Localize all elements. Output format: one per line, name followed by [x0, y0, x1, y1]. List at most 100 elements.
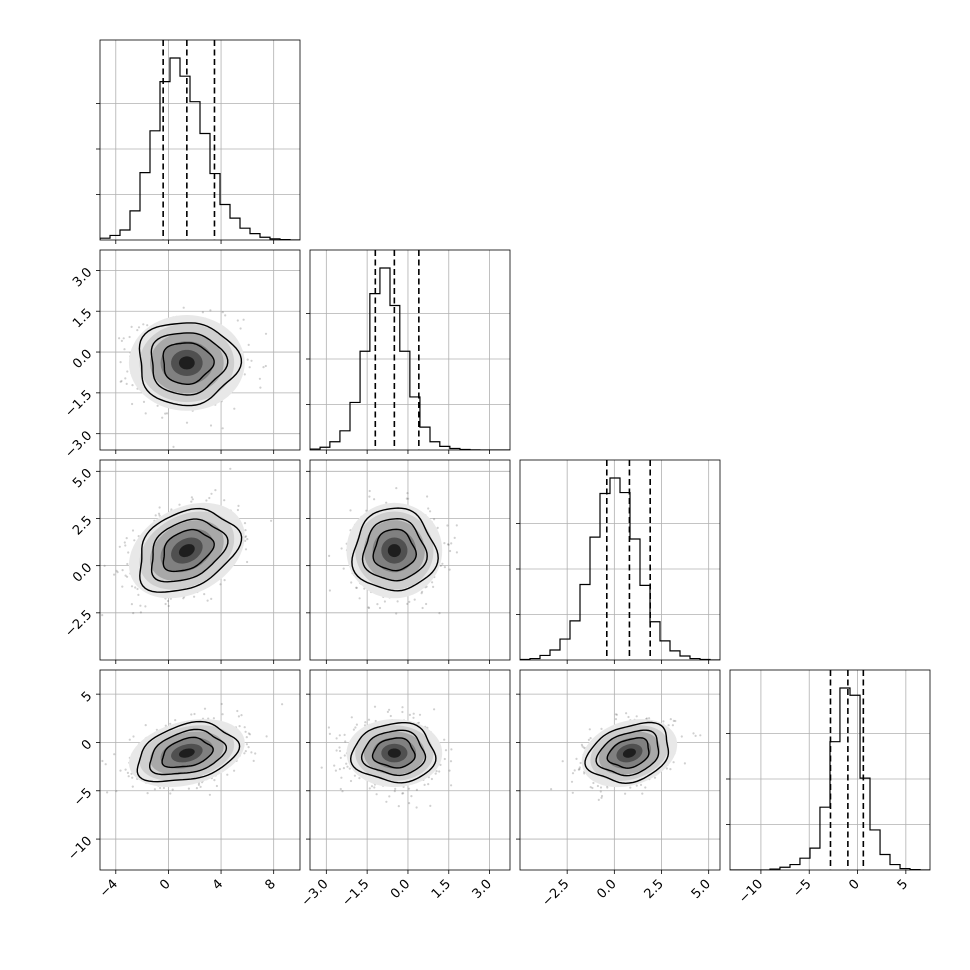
scatter-point [320, 766, 323, 769]
scatter-point [250, 751, 253, 754]
scatter-point [185, 421, 189, 424]
scatter-point [575, 757, 578, 761]
scatter-point [335, 737, 338, 740]
scatter-point [106, 791, 109, 794]
panel-content-1-1 [310, 250, 510, 450]
scatter-point [600, 796, 603, 799]
scatter-point [338, 746, 341, 749]
panel-3-0: −10 −5 0 5 −4 0 4 8 [65, 669, 301, 901]
scatter-point [368, 489, 371, 493]
scatter-point [340, 776, 343, 779]
panel-0-0 [96, 39, 301, 244]
scatter-point [365, 509, 368, 512]
density-level [387, 544, 401, 558]
scatter-point [439, 763, 442, 767]
scatter-point [153, 788, 156, 791]
scatter-point [378, 606, 382, 610]
scatter-point [116, 571, 119, 574]
contour-line [149, 728, 228, 776]
scatter-point [349, 509, 352, 512]
scatter-point [254, 752, 257, 755]
scatter-point [121, 569, 124, 572]
scatter-point [164, 412, 167, 415]
scatter-point [164, 724, 167, 727]
scatter-point [144, 412, 147, 415]
scatter-point [246, 358, 249, 361]
panel-content-0-0 [100, 40, 300, 240]
scatter-point [187, 787, 190, 790]
scatter-point [581, 745, 584, 748]
scatter-point [349, 779, 353, 783]
scatter-point [583, 746, 586, 749]
scatter-point [671, 724, 675, 727]
y-tick-label: −2.5 [62, 608, 95, 641]
x-tick-label: 0.0 [594, 877, 619, 902]
y-tick-label: 0 [79, 737, 95, 753]
scatter-point [197, 783, 200, 787]
scatter-point [214, 489, 217, 492]
contour-line [162, 528, 215, 573]
contour-line [161, 736, 214, 769]
scatter-point [144, 605, 147, 608]
scatter-point [439, 564, 442, 567]
scatter-point [144, 724, 147, 727]
scatter-point [450, 784, 453, 787]
scatter-point [396, 600, 399, 603]
scatter-point [166, 599, 170, 603]
scatter-point [348, 767, 351, 770]
scatter-point [244, 529, 247, 532]
scatter-point [126, 370, 129, 373]
contour-line [606, 737, 650, 769]
scatter-point [606, 786, 609, 789]
scatter-point [436, 526, 439, 530]
scatter-point [635, 784, 638, 787]
scatter-point [328, 732, 331, 736]
scatter-point [407, 497, 410, 500]
panel-content-1-0 [100, 250, 300, 450]
scatter-point [429, 804, 432, 808]
scatter-point [662, 720, 665, 723]
scatter-point [385, 800, 388, 803]
scatter-point [339, 756, 342, 760]
scatter-point [405, 497, 408, 500]
scatter-point [446, 543, 450, 546]
scatter-point [113, 573, 116, 576]
panel-content-2-2 [520, 460, 720, 660]
scatter-point [233, 407, 236, 410]
scatter-point [264, 332, 268, 335]
scatter-point [426, 495, 429, 498]
x-tick-label: 8 [263, 877, 279, 893]
scatter-point [154, 514, 157, 517]
scatter-point [137, 326, 141, 329]
scatter-point [375, 793, 378, 796]
scatter-point [219, 583, 222, 586]
scatter-point [139, 604, 142, 607]
scatter-point [246, 538, 249, 541]
scatter-point [434, 772, 437, 775]
scatter-point [699, 734, 702, 737]
scatter-point [629, 786, 632, 789]
x-tick-label: 1.5 [429, 877, 454, 902]
scatter-point [125, 382, 128, 385]
scatter-point [246, 560, 249, 564]
scatter-point [343, 733, 346, 737]
scatter-point [435, 770, 438, 773]
scatter-point [131, 776, 134, 779]
scatter-point [600, 727, 603, 731]
scatter-point [615, 713, 619, 716]
scatter-point [448, 769, 451, 772]
scatter-point [131, 384, 134, 387]
scatter-point [446, 524, 449, 527]
scatter-point [206, 599, 209, 602]
scatter-point [358, 777, 361, 780]
scatter-point [156, 404, 159, 407]
scatter-point [190, 496, 193, 499]
scatter-point [121, 585, 124, 588]
panel-frame [99, 249, 301, 451]
scatter-point [571, 791, 574, 794]
scatter-point [236, 709, 239, 713]
scatter-point [418, 713, 422, 716]
scatter-point [244, 730, 247, 733]
scatter-point [169, 722, 172, 725]
scatter-point [588, 728, 591, 731]
